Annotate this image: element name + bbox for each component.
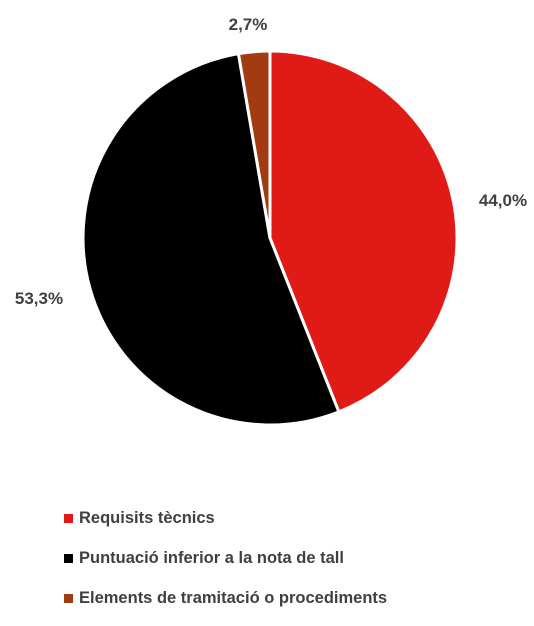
- legend-item-elements-tramitacio: Elements de tramitació o procediments: [64, 586, 387, 610]
- pie-slice-elements-tramitacio: [236, 49, 272, 240]
- data-label-requisits-tecnics: 44,0%: [479, 191, 527, 210]
- legend-swatch: [64, 513, 73, 523]
- legend-swatch: [64, 553, 73, 563]
- legend-item-requisits-tecnics: Requisits tècnics: [64, 506, 387, 530]
- legend-item-puntuacio-inferior: Puntuació inferior a la nota de tall: [64, 546, 387, 570]
- pie-slice-puntuacio-inferior: [81, 52, 341, 427]
- pie-plot-area: 44,0% 53,3% 2,7%: [15, 15, 527, 427]
- pie-slices: [81, 49, 459, 427]
- data-label-elements-tramitacio: 2,7%: [229, 15, 268, 34]
- legend-label: Elements de tramitació o procediments: [79, 588, 388, 607]
- chart-legend: Requisits tècnics Puntuació inferior a l…: [64, 506, 387, 626]
- data-label-puntuacio-inferior: 53,3%: [15, 289, 63, 308]
- pie-data-labels: 44,0% 53,3% 2,7%: [15, 15, 527, 308]
- legend-label: Requisits tècnics: [79, 508, 215, 527]
- legend-swatch: [64, 593, 73, 603]
- legend-label: Puntuació inferior a la nota de tall: [79, 548, 344, 567]
- pie-slice-requisits-tecnics: [268, 49, 459, 414]
